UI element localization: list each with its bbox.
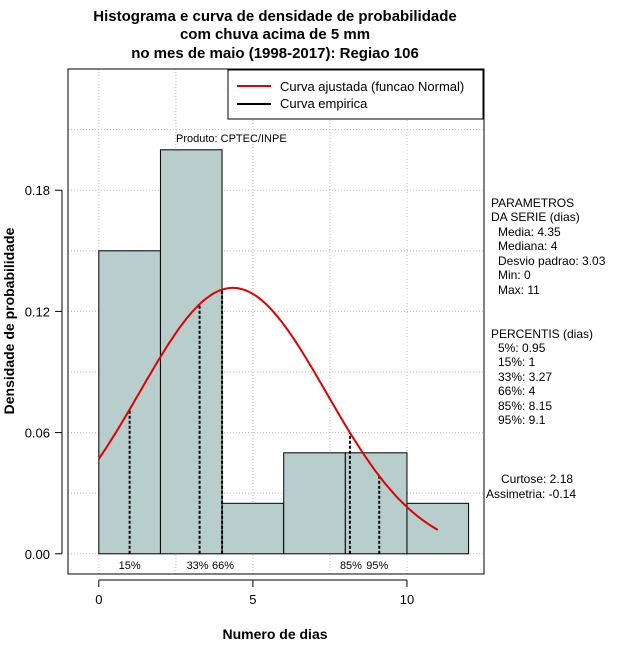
curtose-value: Curtose: 2.18 [501,472,573,486]
percentil-15: 15%: 1 [498,355,536,369]
percentil-66: 66%: 4 [498,384,536,398]
percentil-33: 33%: 3.27 [498,370,552,384]
percentile-label-0: 15% [119,560,141,572]
param-media: Media: 4.35 [498,225,561,239]
legend-label-empirical: Curva empirica [280,96,368,111]
percentil-95: 95%: 9.1 [498,413,546,427]
legend-label-normal: Curva ajustada (funcao Normal) [280,79,464,94]
histogram-bar-1 [159,149,223,555]
param-mediana: Mediana: 4 [498,239,558,253]
param-max: Max: 11 [498,283,540,297]
percentil-5: 5%: 0.95 [498,341,546,355]
assimetria-value: Assimetria: -0.14 [486,487,576,501]
x-axis-label: Numero de dias [222,626,327,642]
chart-title-line-2: com chuva acima de 5 mm [180,26,370,43]
legend-box [227,69,484,120]
plot-frame [67,68,485,575]
percentile-lines: 15% 33% 66% 85% 95% [119,289,388,572]
histogram-bar-5 [406,502,470,555]
bars [98,149,470,555]
legend: Curva ajustada (funcao Normal) Curva emp… [227,69,484,120]
histogram-bar-4 [344,452,408,555]
side-panel: PARAMETROS DA SERIE (dias) Media: 4.35 M… [486,196,606,501]
percentile-label-3: 85% [340,560,362,572]
histogram-bar-2 [221,502,285,555]
y-tick-label-3: 0.18 [25,183,50,198]
percentile-label-1: 33% [187,560,209,572]
x-tick-label-2: 10 [400,592,414,607]
product-annotation: Produto: CPTEC/INPE [176,133,287,145]
params-title-line-1: PARAMETROS [491,196,574,210]
percentile-label-4: 95% [366,560,388,572]
percentile-label-2: 66% [212,560,234,572]
param-min: Min: 0 [498,268,531,282]
axes: 0 5 10 0.00 0.06 0.12 0.18 [25,183,415,607]
param-desvio: Desvio padrao: 3.03 [498,254,606,268]
chart-title-line-1: Histograma e curva de densidade de proba… [93,8,456,25]
percentil-85: 85%: 8.15 [498,399,552,413]
y-tick-label-2: 0.12 [25,304,50,319]
x-tick-label-0: 0 [95,592,102,607]
y-axis-label: Densidade de probabilidade [1,227,17,414]
percentis-title: PERCENTIS (dias) [491,327,593,341]
normal-curve [97,286,439,531]
y-tick-label-1: 0.06 [25,426,50,441]
histogram-bar-3 [283,452,346,555]
y-tick-label-0: 0.00 [25,547,50,562]
params-title-line-2: DA SERIE (dias) [491,210,580,224]
chart-title-line-3: no mes de maio (1998-2017): Regiao 106 [131,45,419,62]
x-tick-label-1: 5 [249,592,256,607]
